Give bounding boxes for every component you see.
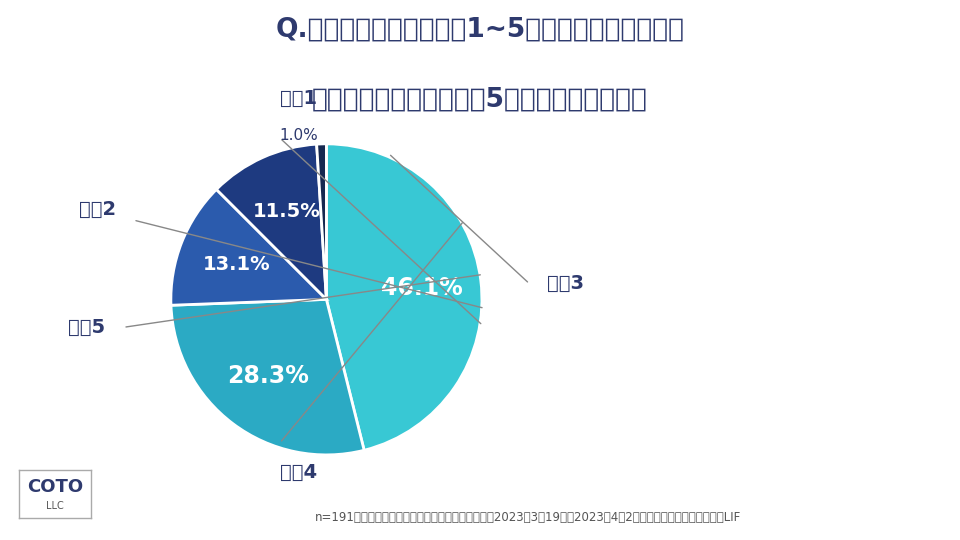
Text: どれに該当しますか？（5を最高評価とする）: どれに該当しますか？（5を最高評価とする） [312,86,648,112]
Text: COTO: COTO [27,478,84,496]
Wedge shape [216,144,326,299]
Wedge shape [326,144,482,450]
Text: 11.5%: 11.5% [252,202,321,221]
Wedge shape [171,299,364,455]
Text: 評価5: 評価5 [68,318,106,337]
Text: Q.買取業者の総合評価を1~5の中から選ぶとしたら: Q.買取業者の総合評価を1~5の中から選ぶとしたら [276,16,684,42]
Text: n=191　インターネットによる任意回答　調査期間2023年3月19日〜2023年4月2日　調査実施会社：株式会社LIF: n=191 インターネットによる任意回答 調査期間2023年3月19日〜2023… [315,511,741,524]
Text: LLC: LLC [46,501,64,511]
Text: 28.3%: 28.3% [228,364,309,388]
Wedge shape [317,144,326,299]
Text: 1.0%: 1.0% [279,129,319,143]
Text: 評価2: 評価2 [80,200,116,219]
Text: 評価1: 評価1 [279,89,317,108]
Text: 評価4: 評価4 [279,463,317,482]
Text: 13.1%: 13.1% [203,255,271,274]
Text: 評価3: 評価3 [547,274,585,293]
Text: 46.1%: 46.1% [381,275,463,300]
Wedge shape [171,190,326,305]
